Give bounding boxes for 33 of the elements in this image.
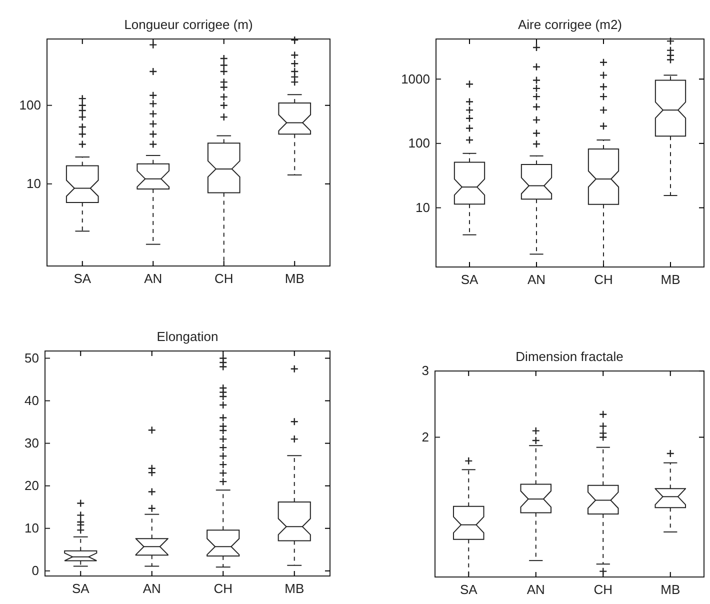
y-tick-label: 0 <box>32 563 39 578</box>
y-tick-label: 10 <box>24 520 39 536</box>
y-tick-label: 1000 <box>401 71 430 86</box>
chart-title: Aire corrigee (m2) <box>518 17 622 32</box>
y-tick-label: 2 <box>422 429 429 444</box>
y-tick-label: 10 <box>26 176 41 192</box>
y-tick-label: 3 <box>422 363 429 378</box>
x-tick-label: MB <box>660 272 680 288</box>
x-tick-label: CH <box>214 271 234 286</box>
x-tick-label: AN <box>144 271 162 286</box>
x-tick-label: SA <box>72 581 90 596</box>
x-tick-label: MB <box>284 271 304 286</box>
x-tick-label: SA <box>74 271 92 286</box>
x-tick-label: CH <box>594 272 613 288</box>
x-tick-label: AN <box>526 582 545 598</box>
y-tick-label: 20 <box>24 478 39 493</box>
x-tick-label: MB <box>284 581 304 596</box>
x-tick-label: SA <box>460 582 478 598</box>
y-tick-label: 30 <box>24 435 39 450</box>
y-tick-label: 100 <box>408 136 430 151</box>
chart-title: Elongation <box>156 329 218 344</box>
chart-title: Longueur corrigee (m) <box>124 17 253 32</box>
y-tick-label: 50 <box>24 350 39 366</box>
x-tick-label: CH <box>214 581 233 596</box>
y-tick-label: 10 <box>416 200 430 215</box>
x-tick-label: CH <box>594 582 613 598</box>
x-tick-label: SA <box>460 272 478 288</box>
chart-title: Dimension fractale <box>516 349 624 364</box>
x-tick-label: AN <box>527 272 546 288</box>
y-tick-label: 40 <box>24 392 39 408</box>
x-tick-label: MB <box>660 582 680 598</box>
x-tick-label: AN <box>142 581 161 596</box>
y-tick-label: 100 <box>19 98 41 113</box>
